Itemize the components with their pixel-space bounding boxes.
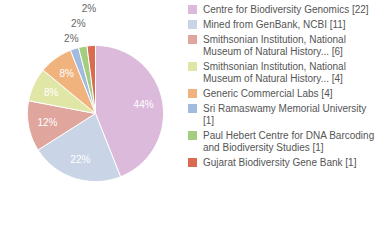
html-text:Centre for Biodiversity Genomi: Centre for Biodiversity Genomics [22] <box>203 4 369 15</box>
html-text:Sri Ramaswamy Memorial Univers: Sri Ramaswamy Memorial University [1] <box>203 103 367 126</box>
html-text:Paul Hebert Centre for DNA Bar: Paul Hebert Centre for DNA Barcoding and… <box>203 130 375 153</box>
html-text:Gujarat Biodiversity Gene Bank: Gujarat Biodiversity Gene Bank [1] <box>203 157 357 168</box>
html-text:Smithsonian Institution, Natio: Smithsonian Institution, National Museum… <box>203 61 346 84</box>
svg-text:12%: 12% <box>37 117 57 128</box>
html-text:Mined from GenBank, NCBI [11]: Mined from GenBank, NCBI [11] <box>203 19 346 30</box>
svg-text:8%: 8% <box>44 87 59 98</box>
html-text:Smithsonian Institution, Natio: Smithsonian Institution, National Museum… <box>203 34 346 57</box>
svg-text:44%: 44% <box>134 99 154 110</box>
svg-text:2%: 2% <box>71 18 86 29</box>
html-text:Generic Commercial Labs [4]: Generic Commercial Labs [4] <box>203 88 333 99</box>
svg-text:22%: 22% <box>70 154 90 165</box>
svg-text:2%: 2% <box>64 33 79 44</box>
svg-text:2%: 2% <box>82 3 97 14</box>
svg-text:8%: 8% <box>59 68 74 79</box>
